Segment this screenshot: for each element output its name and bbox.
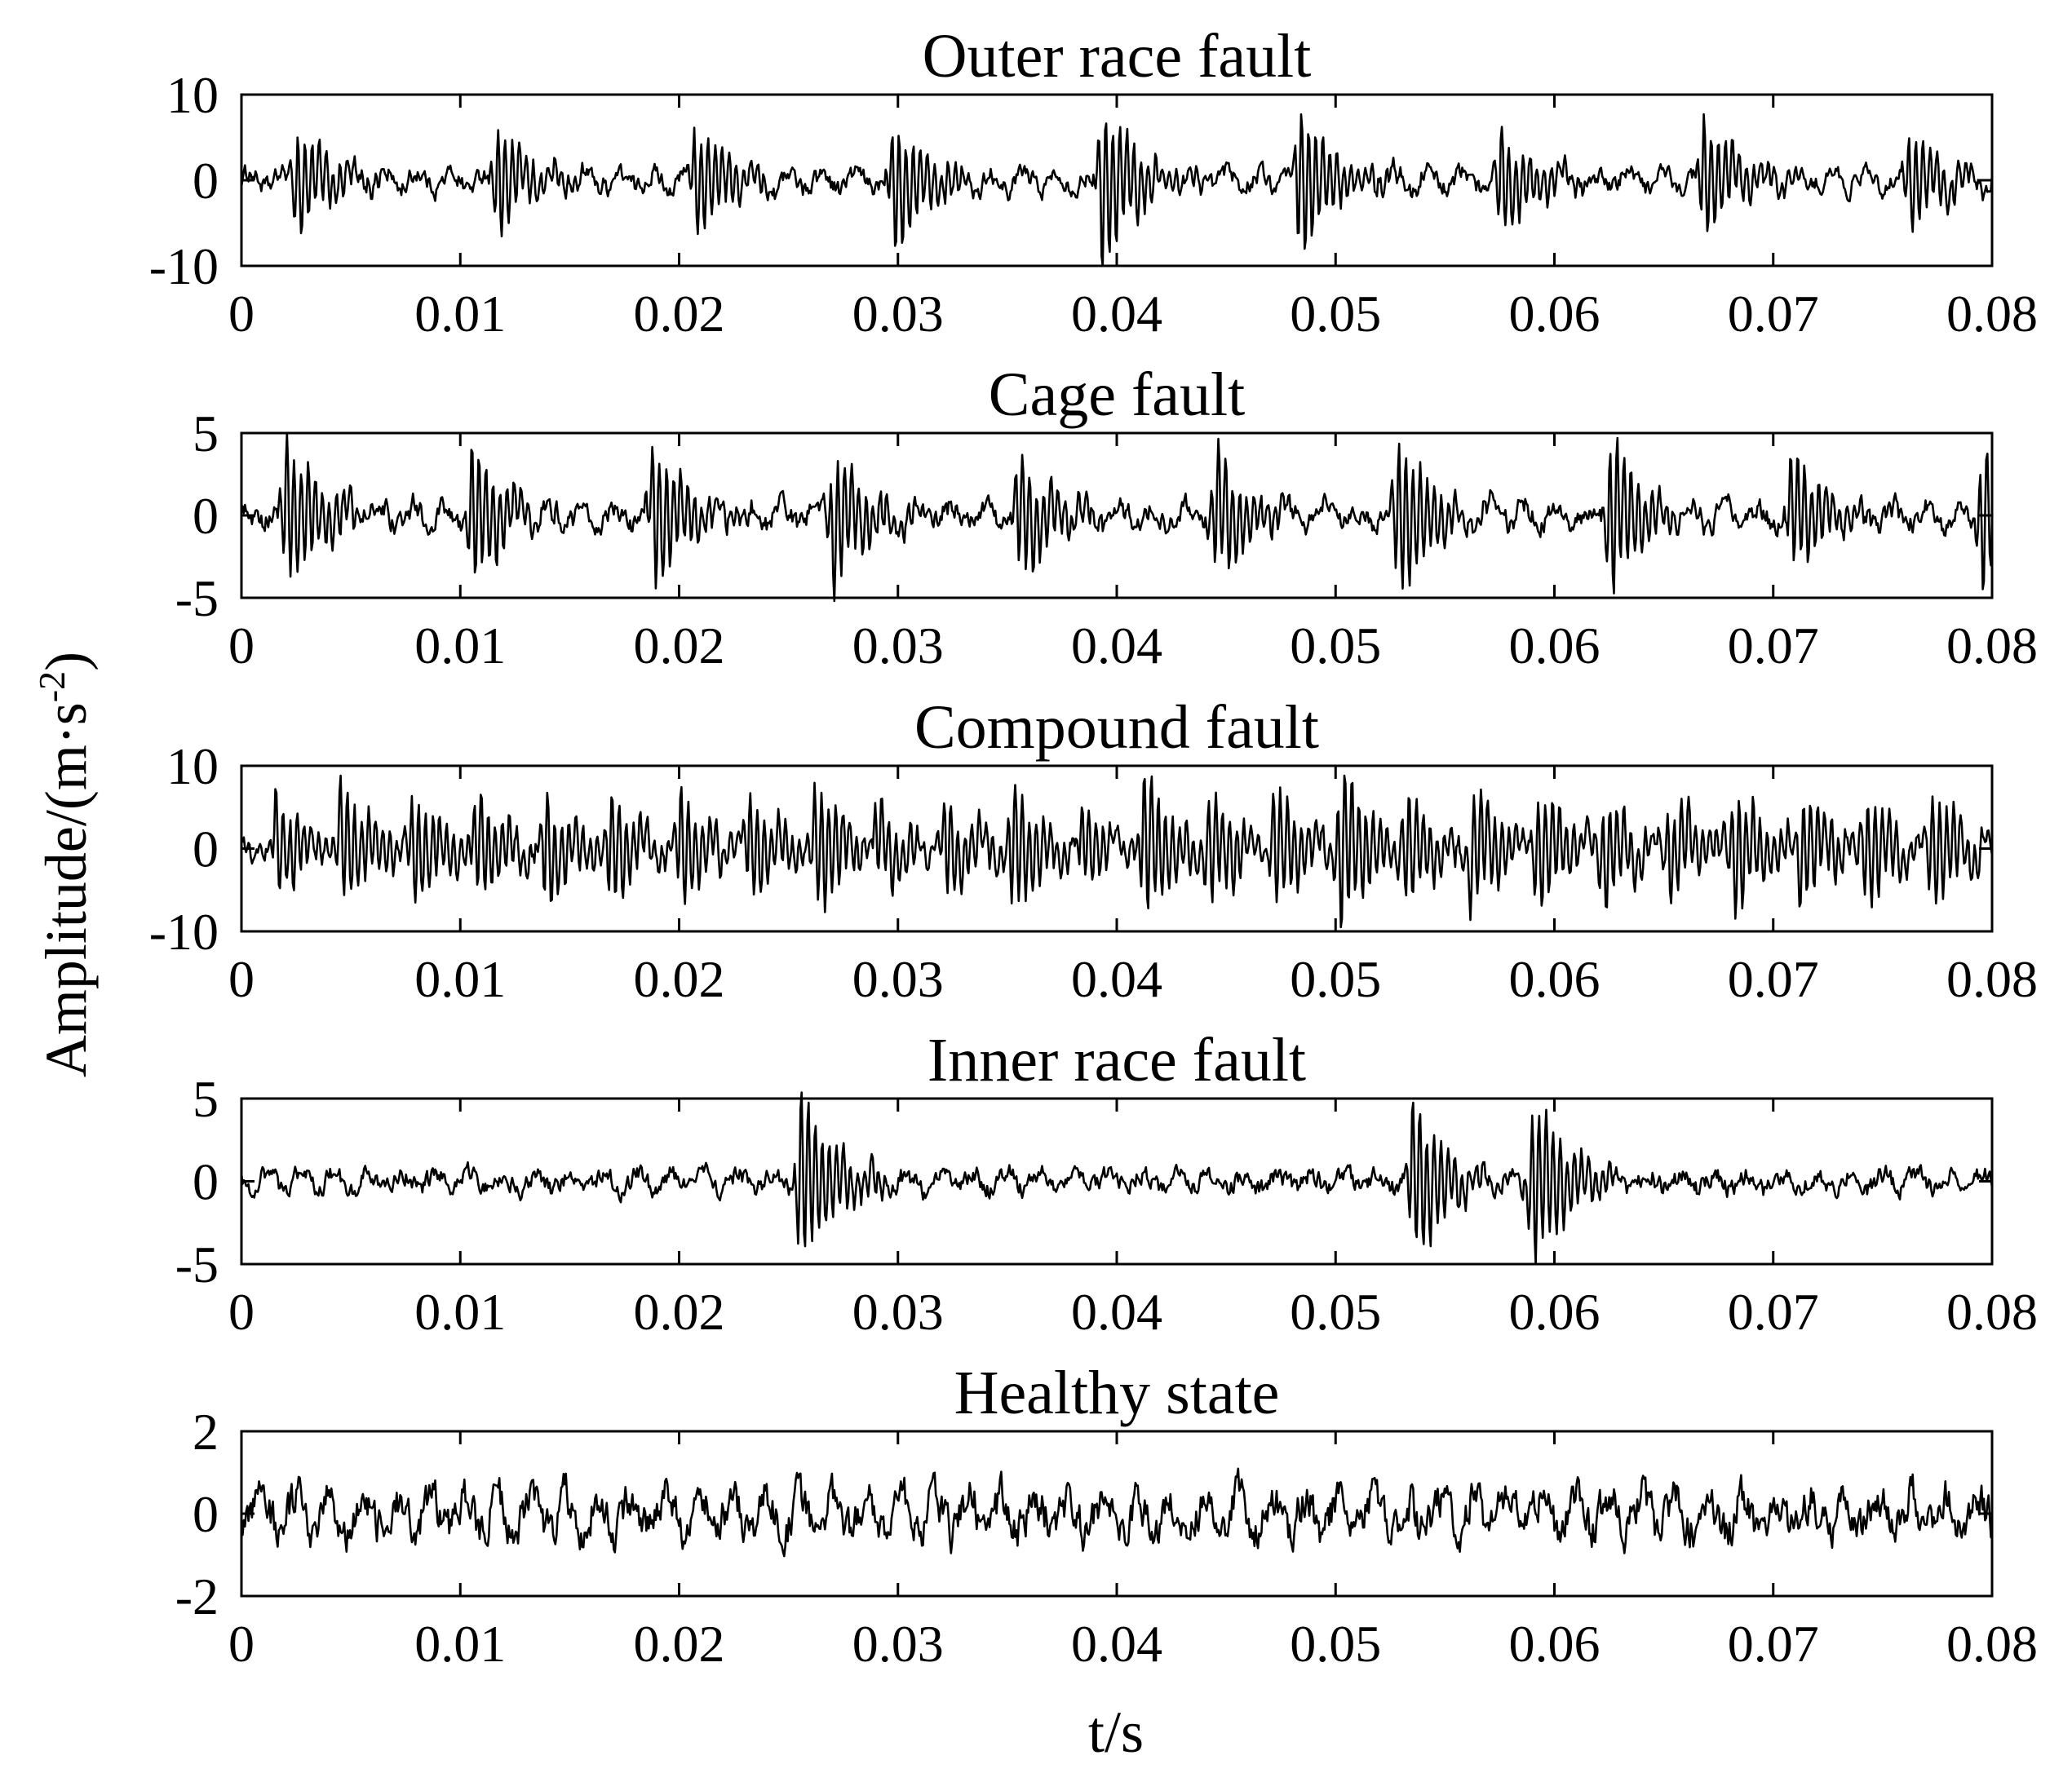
x-tick-label: 0.07 <box>1728 617 1819 674</box>
panel-title: Healthy state <box>954 1359 1280 1427</box>
panel-1: Outer race fault 0 0.01 0.02 0.03 0.04 0.05 0.0… <box>149 22 2038 343</box>
x-tick-label: 0.02 <box>634 1283 725 1341</box>
y-tick-label: 0 <box>193 1153 219 1211</box>
x-tick-label: 0 <box>228 1615 255 1673</box>
panels: Outer race fault 0 0.01 0.02 0.03 0.04 0.05 0.0… <box>149 22 2038 1673</box>
x-tick-label: 0.02 <box>634 950 725 1008</box>
y-tick-label: 0 <box>193 152 219 210</box>
signal-line <box>241 1467 1994 1558</box>
x-tick-label: 0.02 <box>634 617 725 674</box>
x-tick-label: 0.06 <box>1509 285 1600 343</box>
x-tick-label: 0.08 <box>1946 285 2038 343</box>
x-tick-label: 0.08 <box>1946 617 2038 674</box>
y-axis-label-main: Amplitude/(m·s <box>33 702 99 1077</box>
y-tick-label: 2 <box>193 1403 219 1461</box>
x-tick-label: 0.02 <box>634 285 725 343</box>
x-tick-label: 0.01 <box>414 285 506 343</box>
x-tick-label: 0.06 <box>1509 950 1600 1008</box>
panel-title: Compound fault <box>914 693 1319 762</box>
panel-title: Inner race fault <box>928 1026 1306 1094</box>
y-tick-label: 5 <box>193 405 219 462</box>
panel-2: Cage fault 0 0.01 0.02 0.03 0.04 0.05 0.06 0.07 0… <box>175 360 2038 674</box>
x-tick-label: 0.03 <box>852 285 944 343</box>
panel-4: Inner race fault 0 0.01 0.02 0.03 0.04 0.05 0.0… <box>175 1026 2038 1341</box>
signal-line <box>240 1091 1994 1266</box>
x-axis-label: t/s <box>1088 1700 1144 1765</box>
y-tick-label: 0 <box>193 820 219 878</box>
x-tick-label: 0.01 <box>414 1283 506 1341</box>
y-tick-label: 10 <box>166 66 219 124</box>
signal-line <box>240 774 1994 929</box>
x-tick-label: 0.08 <box>1946 1615 2038 1673</box>
y-tick-label: -2 <box>175 1567 219 1625</box>
x-tick-label: 0.07 <box>1728 1615 1819 1673</box>
x-tick-label: 0.01 <box>414 950 506 1008</box>
y-tick-label: -10 <box>149 903 219 961</box>
x-tick-label: 0.06 <box>1509 1283 1600 1341</box>
x-tick-label: 0.05 <box>1290 1283 1381 1341</box>
x-tick-label: 0 <box>228 1283 255 1341</box>
x-tick-label: 0 <box>228 617 255 674</box>
x-tick-label: 0.08 <box>1946 950 2038 1008</box>
x-tick-label: 0.04 <box>1071 285 1162 343</box>
x-tick-label: 0.03 <box>852 1615 944 1673</box>
y-tick-label: 5 <box>193 1070 219 1128</box>
y-tick-label: 0 <box>193 1485 219 1543</box>
signal-line <box>241 431 1994 603</box>
x-tick-label: 0.05 <box>1290 950 1381 1008</box>
x-tick-label: 0.01 <box>414 1615 506 1673</box>
x-tick-label: 0.01 <box>414 617 506 674</box>
x-tick-label: 0.05 <box>1290 1615 1381 1673</box>
signal-line <box>240 113 1994 267</box>
x-tick-label: 0 <box>228 285 255 343</box>
x-tick-label: 0.05 <box>1290 285 1381 343</box>
x-tick-label: 0.02 <box>634 1615 725 1673</box>
y-axis-label-superscript: -2 <box>31 671 73 702</box>
y-tick-label: 0 <box>193 487 219 545</box>
x-tick-label: 0.07 <box>1728 285 1819 343</box>
y-tick-label: -5 <box>175 569 219 627</box>
x-tick-label: 0.04 <box>1071 617 1162 674</box>
x-tick-label: 0.03 <box>852 617 944 674</box>
x-tick-label: 0.03 <box>852 1283 944 1341</box>
y-axis-label: Amplitude/(m·s-2) <box>31 652 99 1077</box>
x-tick-label: 0.06 <box>1509 617 1600 674</box>
panel-3: Compound fault 0 0.01 0.02 0.03 0.04 0.05 0.06 0… <box>149 693 2038 1008</box>
panel-title: Outer race fault <box>923 22 1312 91</box>
y-axis-label-close: ) <box>33 652 99 671</box>
x-tick-label: 0.07 <box>1728 1283 1819 1341</box>
x-tick-label: 0.04 <box>1071 1615 1162 1673</box>
x-tick-label: 0.05 <box>1290 617 1381 674</box>
x-tick-label: 0.06 <box>1509 1615 1600 1673</box>
x-tick-label: 0.08 <box>1946 1283 2038 1341</box>
x-tick-label: 0.03 <box>852 950 944 1008</box>
x-tick-label: 0.04 <box>1071 950 1162 1008</box>
x-tick-label: 0 <box>228 950 255 1008</box>
x-tick-label: 0.07 <box>1728 950 1819 1008</box>
x-tick-label: 0.04 <box>1071 1283 1162 1341</box>
y-tick-label: 10 <box>166 737 219 795</box>
panel-title: Cage fault <box>989 360 1245 429</box>
y-tick-label: -10 <box>149 237 219 295</box>
panel-5: Healthy state 0 0.01 0.02 0.03 0.04 0.05 0.06 0.… <box>175 1359 2038 1673</box>
y-tick-label: -5 <box>175 1236 219 1293</box>
